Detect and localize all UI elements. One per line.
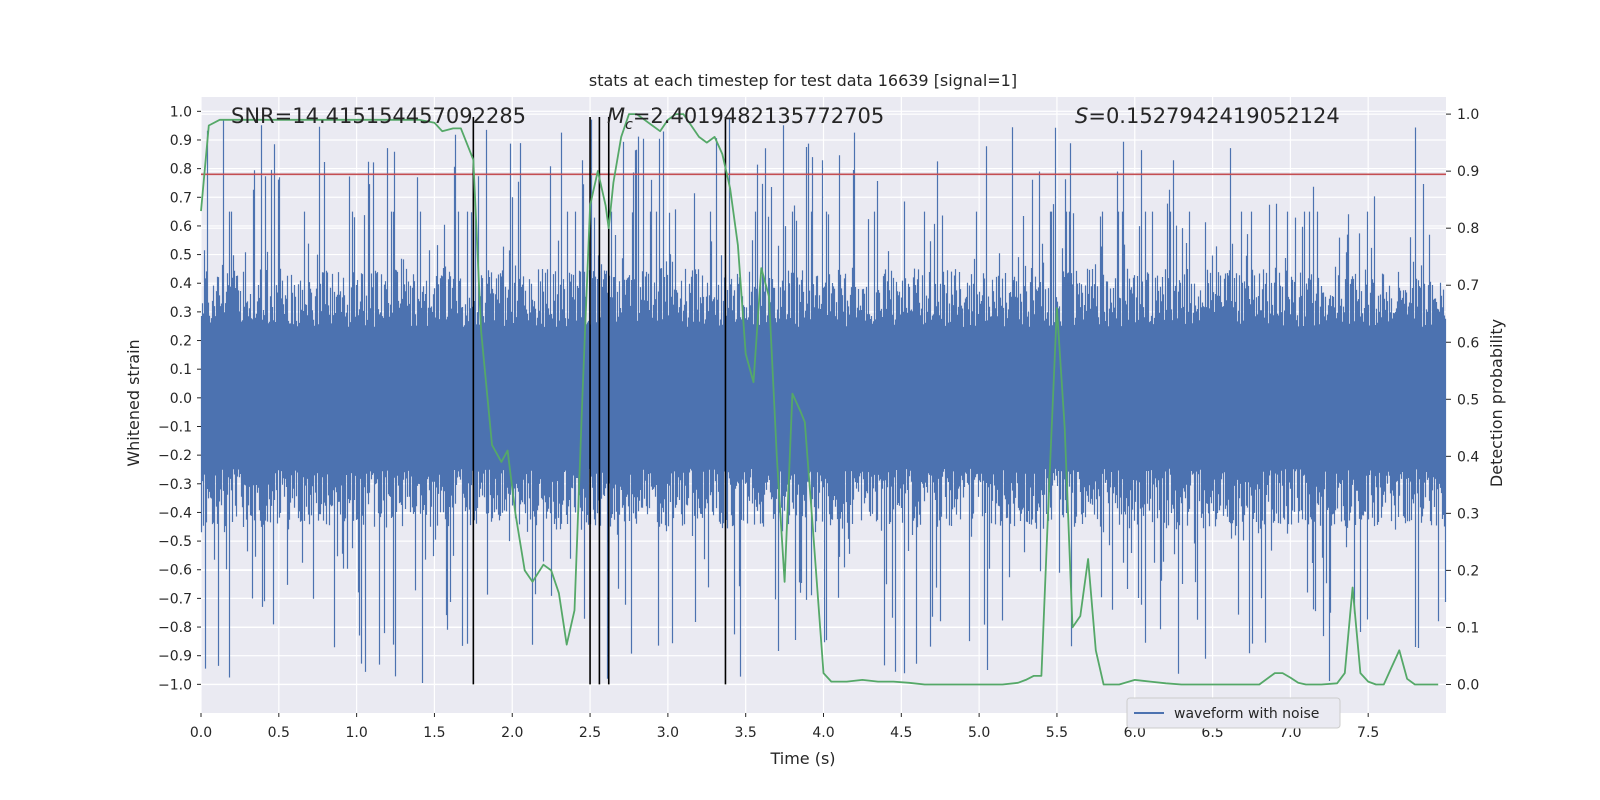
y-right-tick-label: 0.9 — [1457, 164, 1479, 180]
probability-series — [200, 113, 1439, 686]
y-left-tick-label: 0.0 — [170, 391, 192, 407]
x-tick-label: 5.0 — [968, 725, 990, 741]
y-right-tick-label: 0.3 — [1457, 506, 1479, 522]
y-right-tick-label: 0.4 — [1457, 449, 1479, 465]
y-left-tick-label: 0.4 — [170, 276, 192, 292]
chirp-mass-subscript: c — [625, 117, 633, 133]
y-right-tick-label: 0.8 — [1457, 221, 1479, 237]
y-right-tick-label: 1.0 — [1457, 107, 1479, 123]
x-tick-label: 0.0 — [190, 725, 212, 741]
x-axis-ticks: 0.0 0.5 1.0 1.5 2.0 2.5 3.0 3.5 4.0 4.5 5.0 5.5 6.0 6… — [190, 713, 1379, 741]
chirp-mass-annotation: Mc=2.4019482135772705 — [607, 104, 884, 133]
x-tick-label: 3.5 — [735, 725, 757, 741]
s-symbol: S — [1075, 104, 1088, 128]
y-left-tick-label: −0.8 — [158, 620, 192, 636]
s-annotation: S=0.1527942419052124 — [1075, 104, 1340, 128]
x-tick-label: 2.0 — [501, 725, 523, 741]
y-left-tick-label: −0.5 — [158, 534, 192, 550]
y-left-tick-label: 0.8 — [170, 162, 192, 178]
chirp-mass-value: =2.4019482135772705 — [633, 104, 884, 128]
y-right-tick-label: 0.6 — [1457, 335, 1479, 351]
y-right-tick-label: 0.5 — [1457, 392, 1479, 408]
y-left-tick-label: −1.0 — [158, 677, 192, 693]
y-axis-right-label: Detection probability — [1487, 319, 1506, 487]
y-right-tick-label: 0.7 — [1457, 278, 1479, 294]
x-tick-label: 4.5 — [890, 725, 912, 741]
y-left-tick-label: −0.6 — [158, 563, 192, 579]
x-tick-label: 3.0 — [657, 725, 679, 741]
chirp-mass-symbol: M — [607, 104, 625, 128]
y-left-tick-label: −0.3 — [158, 477, 192, 493]
waveform-series — [200, 117, 1447, 683]
y-left-tick-label: 0.1 — [170, 362, 192, 378]
legend-label-waveform: waveform with noise — [1174, 706, 1319, 722]
y-left-tick-label: 0.6 — [170, 219, 192, 235]
legend-box — [1126, 697, 1341, 729]
chart-title: stats at each timestep for test data 166… — [589, 71, 1017, 90]
x-tick-label: 6.5 — [1201, 725, 1223, 741]
left-axis-ticks: 1.0 0.9 0.8 0.7 0.6 0.5 0.4 0.3 0.2 0.1 0.0 −0.1 −0.… — [158, 104, 201, 693]
y-left-tick-label: −0.7 — [158, 591, 192, 607]
y-left-tick-label: 0.5 — [170, 248, 192, 264]
legend: waveform with noise — [1126, 697, 1341, 729]
x-tick-label: 4.0 — [812, 725, 834, 741]
s-value: =0.1527942419052124 — [1088, 104, 1339, 128]
y-left-tick-label: 1.0 — [170, 104, 192, 120]
y-right-tick-label: 0.1 — [1457, 620, 1479, 636]
x-tick-label: 0.5 — [268, 725, 290, 741]
waveform-line — [200, 117, 1447, 683]
x-tick-label: 1.5 — [423, 725, 445, 741]
y-left-tick-label: 0.7 — [170, 190, 192, 206]
x-tick-label: 1.0 — [345, 725, 367, 741]
x-tick-label: 5.5 — [1046, 725, 1068, 741]
x-tick-label: 6.0 — [1124, 725, 1146, 741]
y-left-tick-label: −0.2 — [158, 448, 192, 464]
x-tick-label: 7.0 — [1279, 725, 1301, 741]
y-left-tick-label: −0.9 — [158, 649, 192, 665]
x-axis-label: Time (s) — [769, 749, 835, 768]
y-left-tick-label: −0.1 — [158, 419, 192, 435]
probability-line — [200, 113, 1439, 686]
y-left-tick-label: −0.4 — [158, 505, 192, 521]
y-right-tick-label: 0.2 — [1457, 563, 1479, 579]
y-axis-left-label: Whitened strain — [124, 339, 143, 466]
snr-annotation: SNR=14.415154457092285 — [231, 104, 526, 128]
y-right-tick-label: 0.0 — [1457, 677, 1479, 693]
y-left-tick-label: 0.3 — [170, 305, 192, 321]
x-tick-label: 2.5 — [579, 725, 601, 741]
y-left-tick-label: 0.9 — [170, 133, 192, 149]
y-left-tick-label: 0.2 — [170, 334, 192, 350]
x-tick-label: 7.5 — [1357, 725, 1379, 741]
right-axis-ticks: 1.0 0.9 0.8 0.7 0.6 0.5 0.4 0.3 0.2 0.1 0.0 — [1446, 107, 1479, 693]
